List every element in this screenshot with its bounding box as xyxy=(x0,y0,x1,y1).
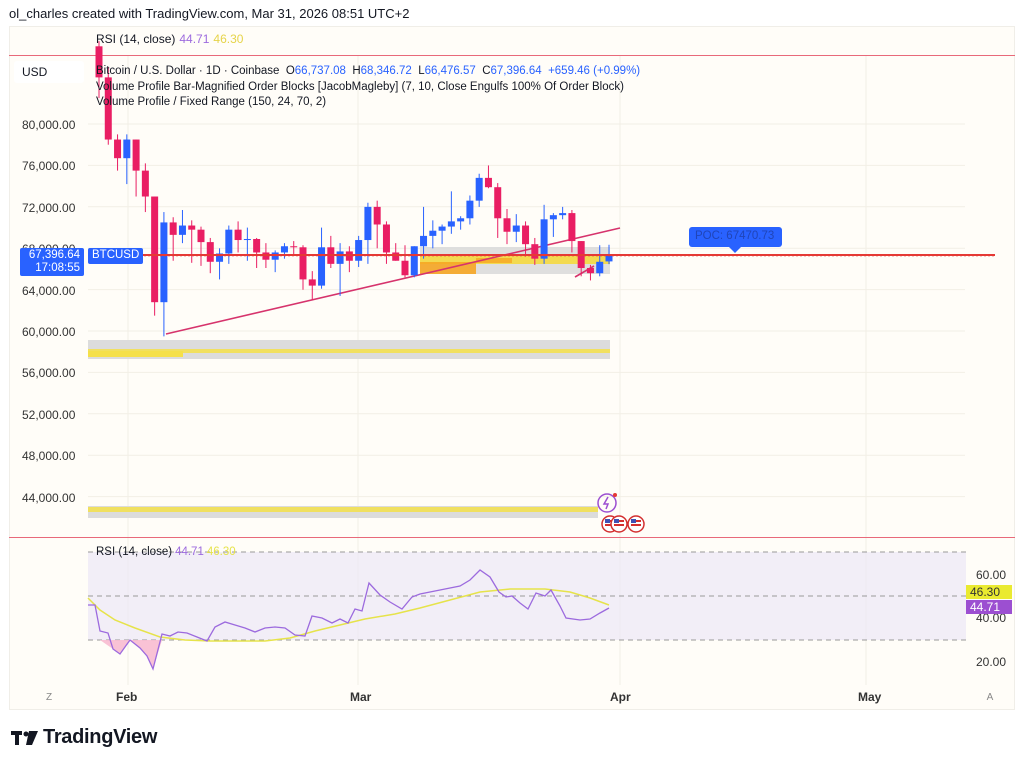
change-value: +659.46 (+0.99%) xyxy=(548,65,641,77)
rsi-label: RSI (14, close) xyxy=(96,32,176,46)
brand-name: TradingView xyxy=(43,726,158,748)
poc-label: POC: 67470.73 xyxy=(689,227,782,253)
price-axis-label: 44,000.00 xyxy=(22,490,76,505)
pane-separator-rsi[interactable] xyxy=(9,537,1015,538)
rsi-pane-signal: 46.30 xyxy=(206,546,236,558)
rsi-axis-40: 40.00 xyxy=(976,611,1007,625)
bar-countdown: 17:08:55 xyxy=(35,262,80,274)
rsi-axis-20: 20.00 xyxy=(976,655,1007,669)
time-label-may: May xyxy=(858,690,882,704)
price-axis-label: 76,000.00 xyxy=(22,159,76,174)
price-axis-label: 80,000.00 xyxy=(22,118,76,132)
time-label-apr: Apr xyxy=(610,690,631,704)
price-axis-label: 52,000.00 xyxy=(22,407,76,422)
price-axis-label: 56,000.00 xyxy=(22,366,76,381)
price-axis-label: 48,000.00 xyxy=(22,449,76,464)
time-label-feb: Feb xyxy=(116,690,138,704)
pane-separator-top[interactable] xyxy=(9,55,1015,56)
open-value: 66,737.08 xyxy=(294,65,346,77)
close-value: 67,396.64 xyxy=(490,65,542,77)
tradingview-logo-icon xyxy=(11,730,38,745)
high-value: 68,346.72 xyxy=(360,65,412,77)
price-axis-label: 60,000.00 xyxy=(22,325,76,339)
current-price: 67,396.64 xyxy=(28,249,80,261)
rsi-pane-legend[interactable]: RSI (14, close) 44.71 46.30 xyxy=(96,546,236,558)
indicator-legend-volume-profile[interactable]: Volume Profile / Fixed Range (150, 24, 7… xyxy=(96,96,327,108)
symbol-title: Bitcoin / U.S. Dollar · 1D · Coinbase xyxy=(96,65,280,77)
rsi-value-tag: 44.71 xyxy=(966,600,1012,614)
attribution-text: ol_charles created with TradingView.com,… xyxy=(9,6,410,21)
rsi-pane-value: 44.71 xyxy=(175,546,204,558)
current-price-tag: 67,396.64 17:08:55 xyxy=(20,248,84,276)
auto-scale-button[interactable]: A xyxy=(986,692,994,703)
indicator-legend-order-blocks[interactable]: Volume Profile Bar-Magnified Order Block… xyxy=(96,80,624,93)
zoom-reset-button[interactable]: Z xyxy=(45,692,53,703)
main-legend: Bitcoin / U.S. Dollar · 1D · Coinbase O6… xyxy=(96,64,640,111)
price-axis-label: 64,000.00 xyxy=(22,283,76,298)
price-axis-label: 72,000.00 xyxy=(22,200,76,215)
symbol-tag: BTCUSD xyxy=(88,248,144,264)
time-label-mar: Mar xyxy=(350,690,372,704)
tradingview-logo: TradingView xyxy=(11,726,157,749)
rsi-value: 44.71 xyxy=(179,32,210,46)
top-rsi-legend[interactable]: RSI (14, close) 44.71 46.30 xyxy=(96,32,243,46)
rsi-signal-value: 46.30 xyxy=(213,32,244,46)
rsi-pane-label: RSI (14, close) xyxy=(96,546,173,558)
low-value: 66,476.57 xyxy=(424,65,476,77)
rsi-signal-tag: 46.30 xyxy=(966,585,1012,599)
currency-button[interactable]: USD xyxy=(14,61,84,83)
rsi-axis-60: 60.00 xyxy=(976,568,1007,582)
symbol-legend-row[interactable]: Bitcoin / U.S. Dollar · 1D · Coinbase O6… xyxy=(96,65,641,77)
